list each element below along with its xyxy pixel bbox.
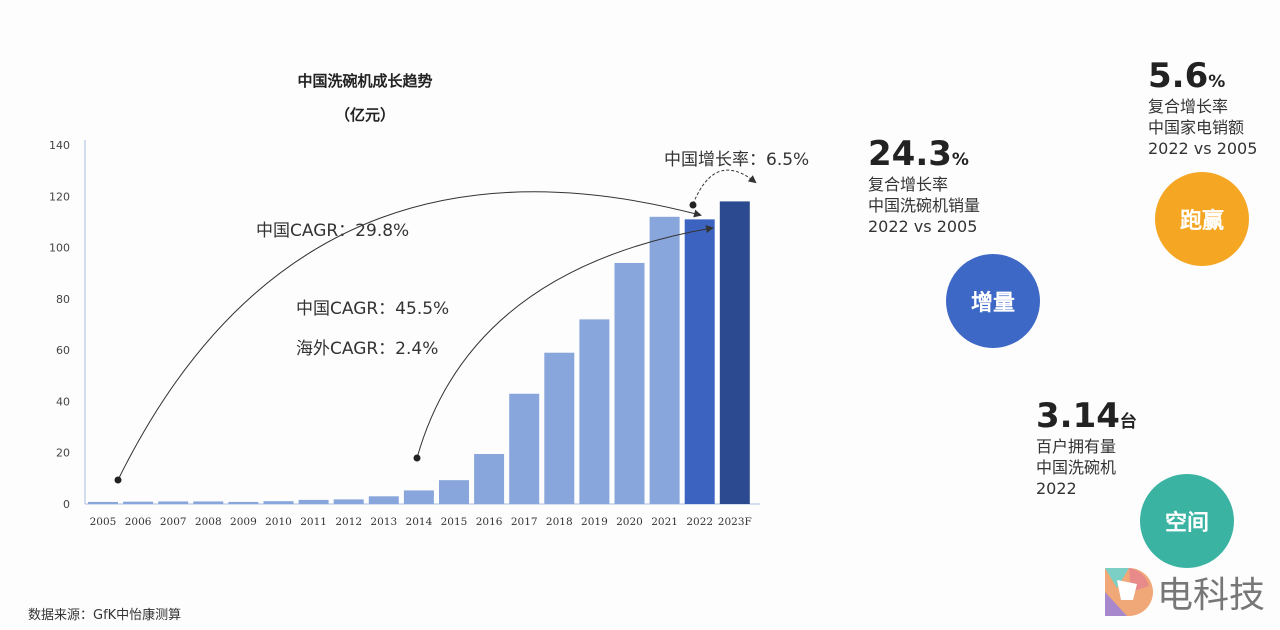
- x-tick-label: 2007: [160, 516, 187, 528]
- x-tick-label: 2008: [195, 516, 222, 528]
- annotation-cagr-45: 中国CAGR：45.5%: [296, 299, 450, 319]
- x-tick-label: 2018: [546, 516, 573, 528]
- desc-line: 复合增长率: [1148, 97, 1229, 116]
- bar-2022: [684, 219, 715, 504]
- bar-2023F: [719, 201, 750, 504]
- x-tick-label: 2009: [230, 516, 257, 528]
- stat-desc: 复合增长率中国家电销额 2022 vs 2005: [1148, 96, 1257, 159]
- logo-text: 电科技: [1157, 575, 1266, 616]
- bar-2009: [228, 501, 259, 504]
- stat-unit: 台: [1119, 412, 1137, 432]
- stat-appliance-cagr: 5.6% 复合增长率中国家电销额 2022 vs 2005: [1148, 56, 1257, 159]
- bar-2018: [544, 352, 575, 504]
- x-tick-label: 2014: [406, 516, 433, 528]
- desc-line: 中国家电销额: [1148, 118, 1245, 137]
- bar-2010: [263, 501, 294, 504]
- arrow-growth: [692, 169, 757, 205]
- bar-2006: [123, 501, 154, 504]
- x-tick-label: 2020: [616, 516, 643, 528]
- stat-value: 5.6: [1148, 56, 1209, 96]
- desc-line: 复合增长率: [868, 175, 949, 194]
- x-tick-label: 2006: [125, 516, 152, 528]
- bar-2020: [614, 262, 645, 504]
- y-tick-label: 120: [49, 190, 70, 203]
- annotation-overseas-cagr: 海外CAGR：2.4%: [296, 339, 439, 359]
- x-tick-label: 2011: [300, 516, 327, 528]
- bar-2005: [88, 501, 118, 504]
- stat-value: 3.14: [1036, 396, 1120, 436]
- chart-title: 中国洗碗机成长趋势 （亿元）: [200, 64, 530, 132]
- bar-2007: [158, 501, 189, 504]
- stat-desc: 百户拥有量中国洗碗机 2022: [1036, 436, 1137, 499]
- desc-line: 2022 vs 2005: [1148, 139, 1258, 158]
- bar-2021: [649, 216, 680, 505]
- y-tick-label: 0: [63, 498, 70, 511]
- y-tick-label: 100: [49, 242, 70, 255]
- x-tick-label: 2005: [90, 516, 117, 528]
- stat-unit: %: [1208, 72, 1226, 92]
- y-tick-label: 20: [56, 447, 70, 460]
- stat-ownership: 3.14台 百户拥有量中国洗碗机 2022: [1036, 396, 1137, 499]
- bar-2008: [193, 501, 224, 504]
- bar-2019: [579, 319, 610, 504]
- desc-line: 2022: [1036, 479, 1077, 498]
- arrow-cagr-45: [416, 225, 714, 459]
- subtitle-text: （亿元）: [334, 106, 395, 124]
- y-tick-label: 80: [56, 293, 70, 306]
- x-tick-label: 2012: [335, 516, 362, 528]
- bar-2017: [509, 393, 540, 504]
- x-tick-label: 2022: [686, 516, 713, 528]
- desc-line: 中国洗碗机销量: [868, 196, 981, 215]
- badge-outperform: 跑赢: [1155, 172, 1249, 266]
- logo: 电科技: [1103, 566, 1265, 618]
- annotation-cagr-29: 中国CAGR：29.8%: [256, 221, 410, 241]
- logo-icon: [1105, 568, 1153, 616]
- desc-line: 中国洗碗机: [1036, 458, 1117, 477]
- x-tick-label: 2017: [511, 516, 538, 528]
- stat-desc: 复合增长率中国洗碗机销量 2022 vs 2005: [868, 174, 980, 237]
- y-tick-label: 140: [49, 139, 70, 152]
- x-tick-label: 2021: [651, 516, 678, 528]
- x-tick-label: 2019: [581, 516, 608, 528]
- bar-2011: [298, 499, 329, 504]
- x-tick-label: 2013: [370, 516, 397, 528]
- y-tick-label: 60: [56, 344, 70, 357]
- desc-line: 2022 vs 2005: [868, 217, 978, 236]
- bar-2012: [333, 499, 364, 504]
- x-tick-label: 2015: [441, 516, 468, 528]
- bar-2015: [439, 480, 469, 504]
- annotation-growth: 中国增长率：6.5%: [664, 150, 810, 170]
- desc-line: 百户拥有量: [1036, 437, 1117, 456]
- title-text: 中国洗碗机成长趋势: [297, 72, 433, 90]
- x-tick-label: 2016: [476, 516, 503, 528]
- bar-2013: [368, 496, 399, 504]
- bar-2016: [474, 453, 505, 504]
- stat-unit: %: [951, 150, 969, 170]
- data-source: 数据来源：GfK中怡康测算: [28, 608, 182, 623]
- x-tick-label: 2010: [265, 516, 292, 528]
- stat-value: 24.3: [868, 134, 952, 174]
- y-tick-label: 40: [56, 395, 70, 408]
- bar-chart: 0 20 40 60 80 100 120 140 2005 2006 2007 2008 2009 20…: [49, 139, 760, 528]
- badge-increment: 增量: [946, 254, 1040, 348]
- x-tick-label: 2023F: [718, 516, 752, 528]
- arrow-cagr-29: [117, 191, 702, 481]
- stat-sales-cagr: 24.3% 复合增长率中国洗碗机销量 2022 vs 2005: [868, 134, 980, 237]
- bar-2014: [403, 490, 434, 504]
- badge-space: 空间: [1140, 474, 1234, 568]
